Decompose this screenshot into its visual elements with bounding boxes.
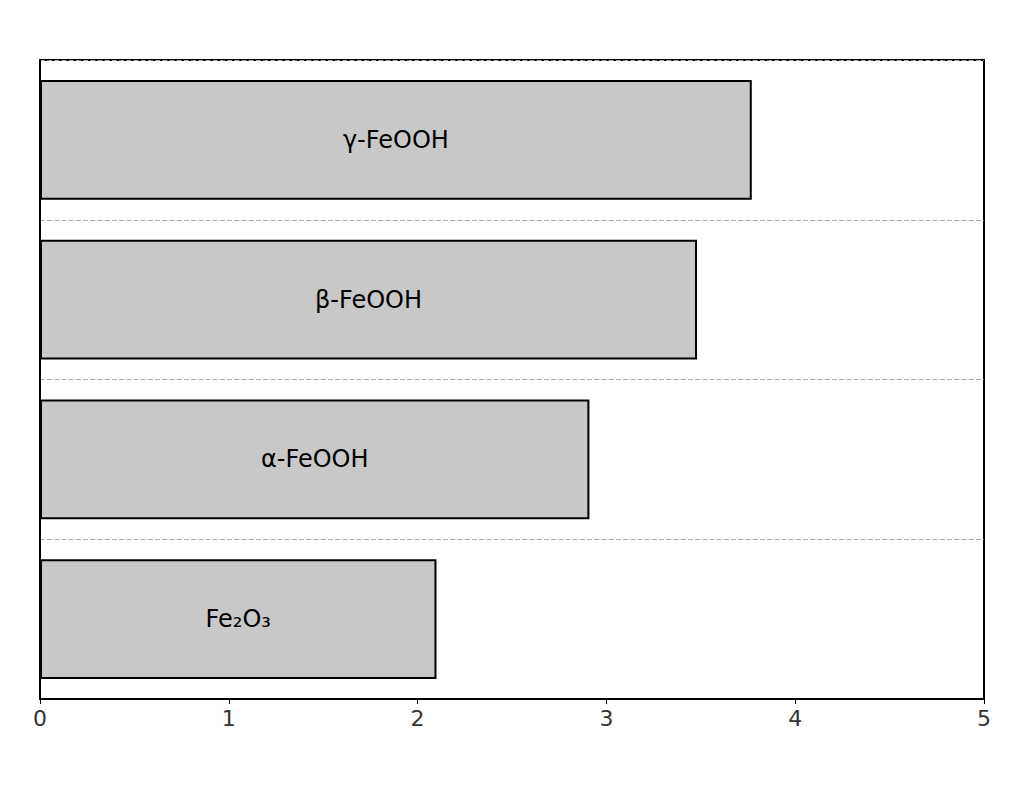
svg-text:5: 5 (977, 706, 991, 731)
svg-text:2: 2 (411, 706, 425, 731)
svg-text:γ-FeOOH: γ-FeOOH (343, 126, 449, 154)
svg-text:α-FeOOH: α-FeOOH (261, 445, 369, 473)
svg-text:β-FeOOH: β-FeOOH (315, 286, 422, 314)
svg-text:1: 1 (222, 706, 236, 731)
svg-text:Fe₂O₃: Fe₂O₃ (206, 605, 271, 633)
svg-text:0: 0 (33, 706, 47, 731)
svg-text:4: 4 (788, 706, 802, 731)
svg-text:3: 3 (599, 706, 613, 731)
